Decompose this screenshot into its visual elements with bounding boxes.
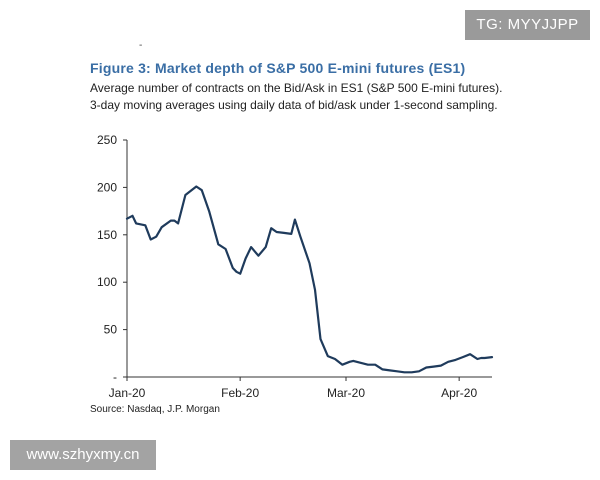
series-line [125,185,494,374]
watermark-bottom: www.szhyxmy.cn [10,440,156,470]
series-group [125,185,494,374]
y-axis: - 50 100 150 200 250 [97,133,128,384]
x-tick-label: Jan-20 [109,386,146,400]
y-tick-label: 250 [97,133,117,147]
watermark-top: TG: MYYJJPP [465,10,590,40]
y-tick-label: 50 [104,323,118,337]
y-tick-label: - [113,370,117,384]
x-tick-label: Feb-20 [221,386,259,400]
x-tick-label: Mar-20 [327,386,365,400]
figure-subtitle: Average number of contracts on the Bid/A… [90,81,503,112]
y-tick-label: 200 [97,180,117,194]
source-note: Source: Nasdaq, J.P. Morgan [90,404,220,415]
y-tick-label: 150 [97,228,117,242]
figure-title: Figure 3: Market depth of S&P 500 E-mini… [90,60,466,76]
header-mark: - [139,40,143,51]
x-axis: Jan-20 Feb-20 Mar-20 Apr-20 [109,376,492,400]
x-tick-label: Apr-20 [441,386,477,400]
y-tick-label: 100 [97,275,117,289]
